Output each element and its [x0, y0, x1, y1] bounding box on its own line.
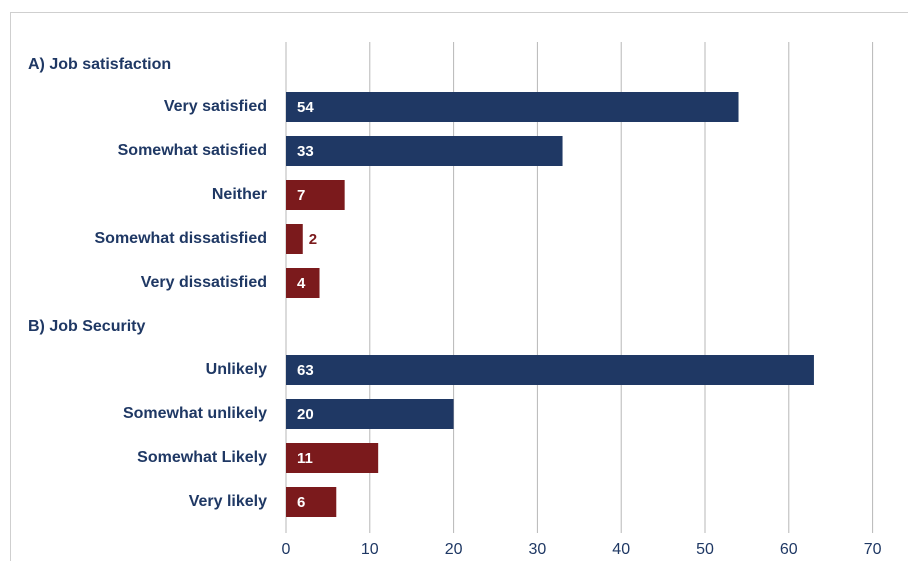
value-label: 54	[297, 99, 314, 116]
bar	[286, 224, 303, 254]
section-title: A) Job satisfaction	[28, 56, 171, 73]
x-tick-label: 40	[612, 541, 630, 558]
category-label: Somewhat dissatisfied	[95, 230, 268, 247]
category-label: Very dissatisfied	[141, 274, 267, 291]
bar	[286, 92, 739, 122]
bar	[286, 180, 345, 210]
category-label: Very satisfied	[164, 98, 267, 115]
value-label: 4	[297, 275, 306, 292]
x-tick-label: 30	[529, 541, 547, 558]
x-tick-label: 50	[696, 541, 714, 558]
section-title: B) Job Security	[28, 318, 145, 335]
value-label: 20	[297, 406, 314, 423]
category-label: Neither	[212, 186, 267, 203]
category-label: Somewhat Likely	[137, 449, 267, 466]
bar	[286, 136, 563, 166]
bar	[286, 487, 337, 517]
category-label: Unlikely	[206, 361, 267, 378]
value-label: 63	[297, 362, 314, 379]
category-label: Somewhat satisfied	[118, 142, 267, 159]
value-label: 33	[297, 143, 314, 160]
bar	[286, 443, 379, 473]
bar	[286, 268, 320, 298]
x-tick-label: 60	[780, 541, 798, 558]
value-label: 7	[297, 187, 305, 204]
x-tick-label: 20	[445, 541, 463, 558]
value-label: 6	[297, 494, 305, 511]
x-tick-label: 10	[361, 541, 379, 558]
value-label: 11	[297, 450, 313, 467]
x-tick-label: 0	[282, 541, 291, 558]
bar	[286, 399, 454, 429]
category-label: Very likely	[189, 493, 267, 510]
bar	[286, 355, 814, 385]
x-tick-label: 70	[864, 541, 882, 558]
category-label: Somewhat unlikely	[123, 405, 267, 422]
value-label: 2	[309, 231, 317, 248]
